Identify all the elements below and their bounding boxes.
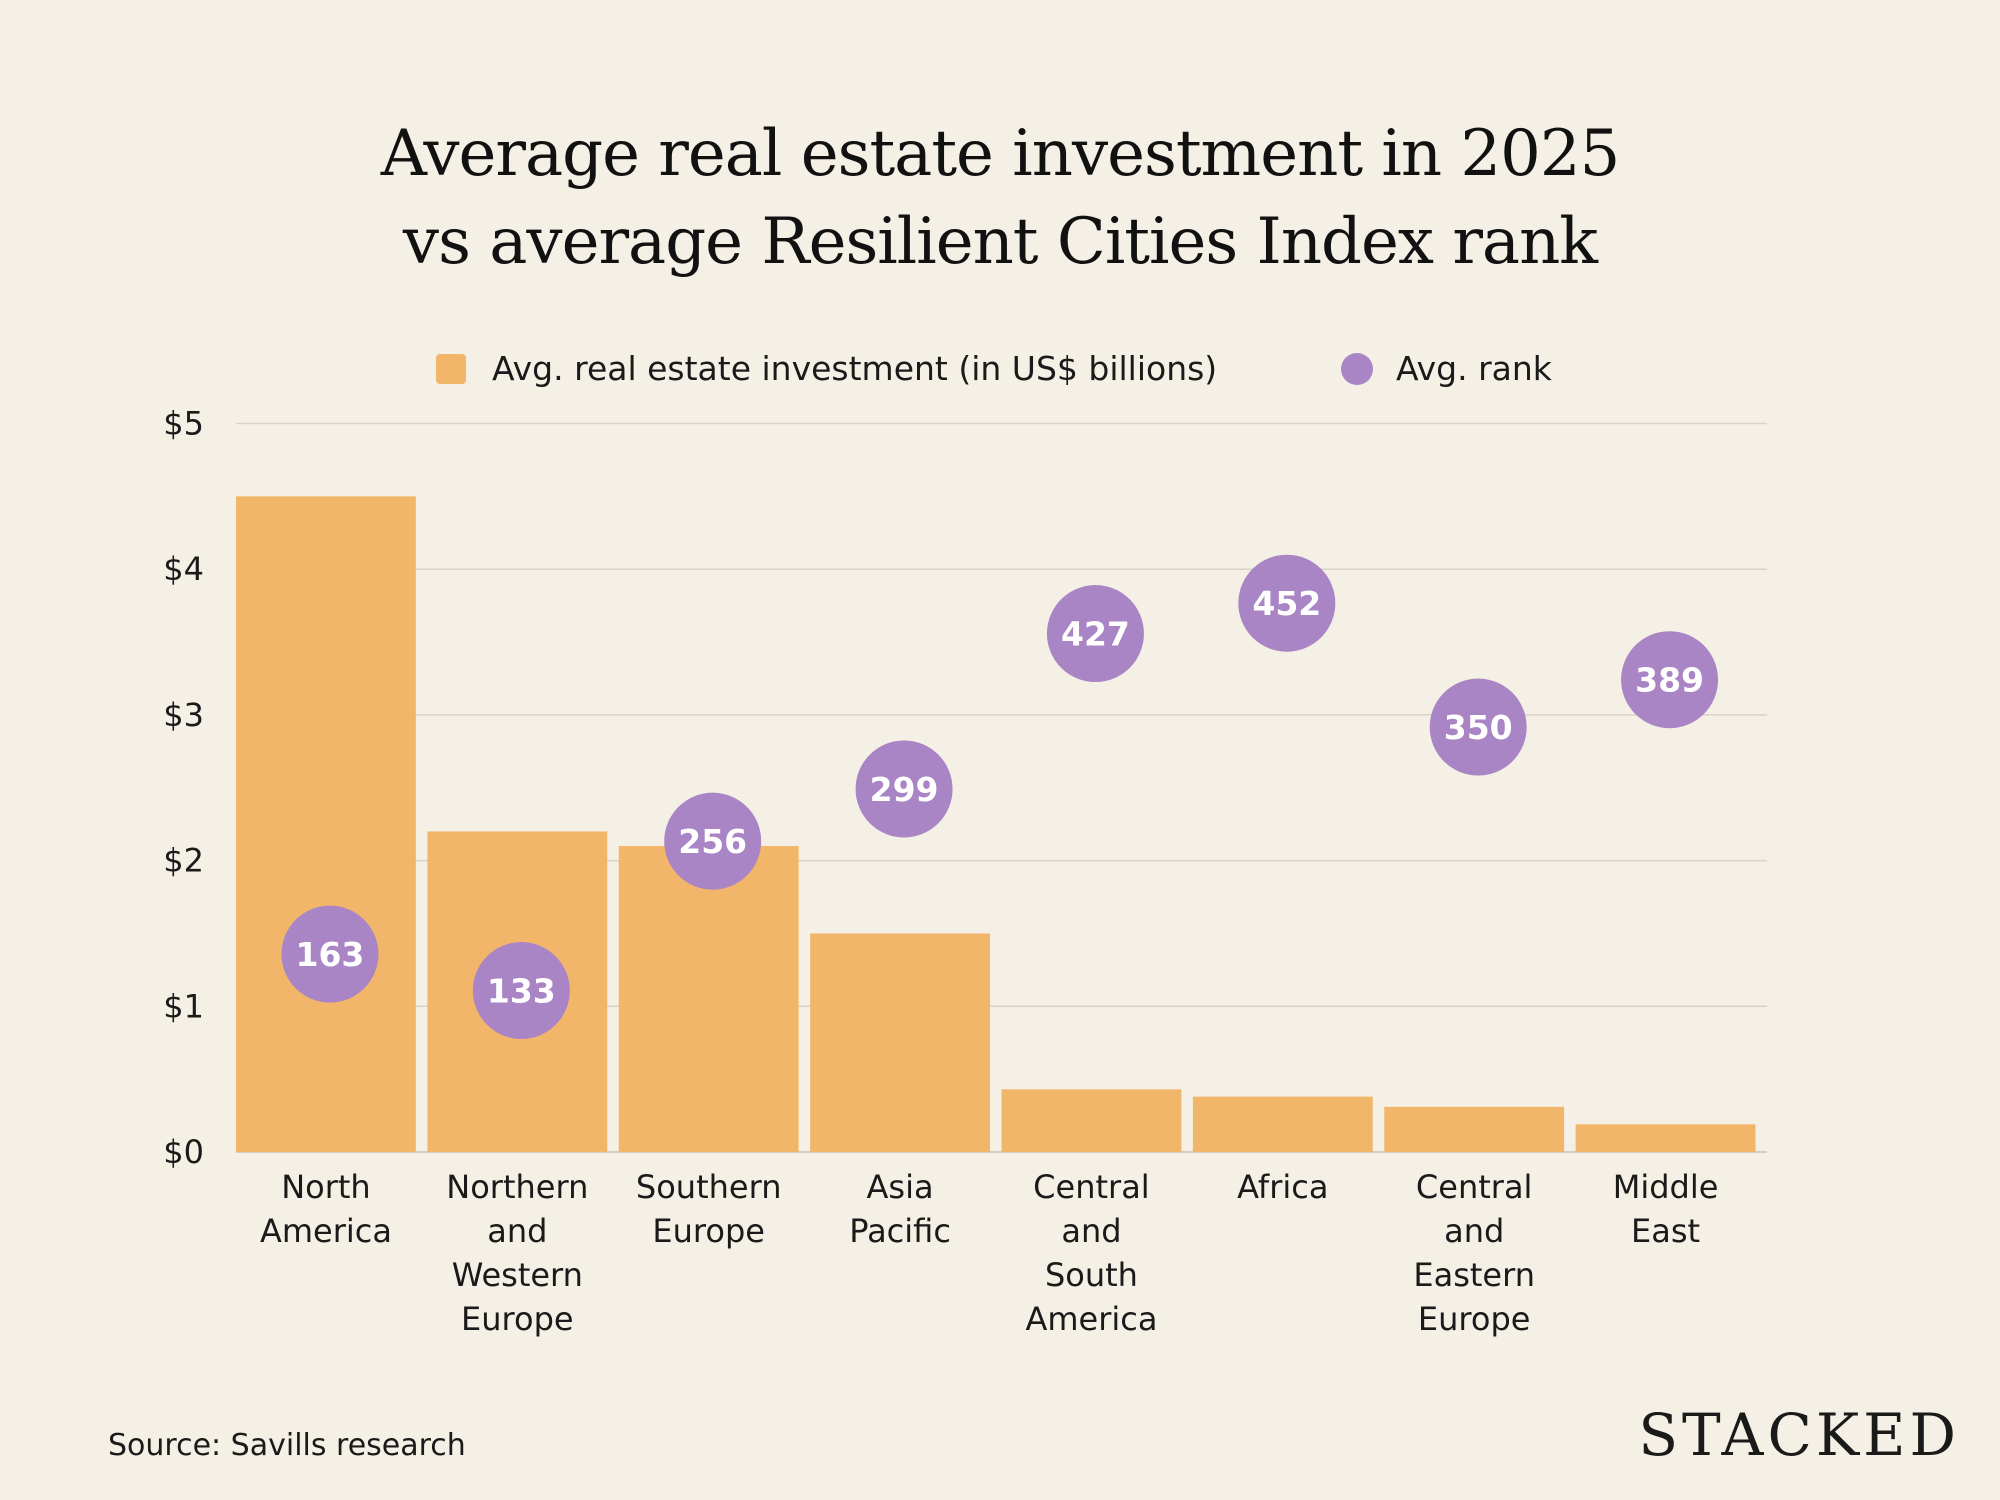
source-note: Source: Savills research bbox=[108, 1428, 466, 1463]
legend: Avg. real estate investment (in US$ bill… bbox=[436, 349, 1553, 388]
bar bbox=[810, 933, 990, 1152]
rank-point bbox=[1238, 554, 1336, 652]
rank-label: 256 bbox=[678, 822, 747, 861]
x-tick-label: Asia Pacific bbox=[849, 1168, 951, 1250]
rank-label: 299 bbox=[870, 770, 939, 809]
x-tick-label: Middle East bbox=[1613, 1168, 1719, 1250]
x-tick-label: Africa bbox=[1237, 1168, 1328, 1206]
stacked-logo: STACKED bbox=[1638, 1401, 1960, 1469]
y-tick-label: $4 bbox=[163, 550, 204, 588]
legend-label-rank: Avg. rank bbox=[1396, 349, 1553, 388]
rank-point bbox=[855, 740, 953, 838]
rank-point bbox=[281, 905, 379, 1003]
x-tick-label: Southern Europe bbox=[636, 1168, 782, 1250]
y-tick-label: $5 bbox=[163, 405, 204, 443]
y-tick-label: $0 bbox=[163, 1133, 204, 1171]
legend-swatch-investment bbox=[436, 354, 466, 384]
chart-title-line-1: Average real estate investment in 2025 bbox=[380, 117, 1620, 191]
bar bbox=[618, 846, 799, 1152]
rank-label: 389 bbox=[1635, 661, 1704, 700]
rank-point bbox=[664, 792, 762, 890]
rank-point bbox=[1621, 631, 1719, 729]
bar bbox=[1001, 1089, 1182, 1152]
bar bbox=[1575, 1124, 1756, 1152]
x-tick-label: Central and South America bbox=[1025, 1168, 1157, 1338]
rank-point bbox=[1046, 585, 1144, 683]
bar bbox=[1384, 1106, 1565, 1152]
chart-title-line-2: vs average Resilient Cities Index rank bbox=[402, 205, 1599, 279]
x-tick-label: North America bbox=[260, 1168, 392, 1250]
bar bbox=[236, 496, 416, 1153]
rank-label: 452 bbox=[1252, 584, 1321, 623]
rank-label: 133 bbox=[487, 972, 556, 1011]
rank-point bbox=[1429, 678, 1527, 776]
y-tick-label: $3 bbox=[163, 696, 204, 734]
rank-label: 350 bbox=[1444, 708, 1513, 747]
rank-label: 163 bbox=[295, 935, 364, 974]
x-tick-label: Northern and Western Europe bbox=[446, 1168, 588, 1338]
y-tick-label: $2 bbox=[163, 842, 204, 880]
y-tick-label: $1 bbox=[163, 987, 204, 1025]
legend-label-investment: Avg. real estate investment (in US$ bill… bbox=[492, 349, 1217, 388]
bar bbox=[1192, 1096, 1373, 1152]
x-tick-label: Central and Eastern Europe bbox=[1413, 1168, 1535, 1338]
rank-point bbox=[472, 942, 570, 1040]
legend-swatch-rank bbox=[1341, 353, 1373, 385]
rank-label: 427 bbox=[1061, 615, 1130, 654]
